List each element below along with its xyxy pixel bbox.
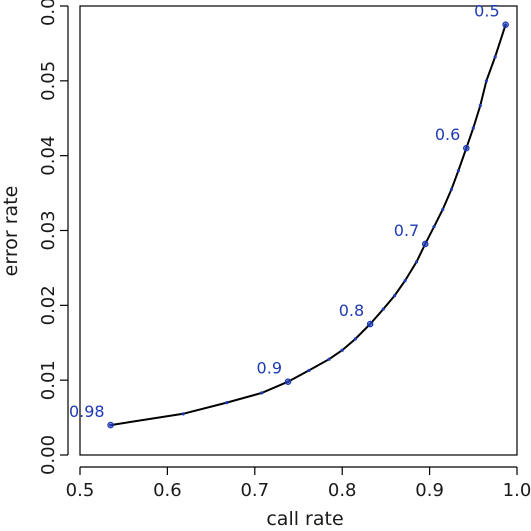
x-axis-label: call rate bbox=[266, 508, 343, 530]
y-tick-label: 0.06 bbox=[38, 0, 59, 26]
data-point bbox=[478, 103, 482, 108]
data-point bbox=[471, 126, 475, 130]
data-point bbox=[327, 357, 331, 361]
data-point bbox=[464, 146, 468, 150]
data-point bbox=[449, 187, 454, 191]
data-point bbox=[225, 401, 229, 405]
x-tick-label: 0.6 bbox=[153, 480, 182, 501]
y-tick-label: 0.05 bbox=[38, 61, 59, 101]
annotated-point bbox=[107, 421, 114, 429]
point-annotation: 0.8 bbox=[339, 301, 364, 320]
data-point bbox=[504, 23, 508, 27]
x-tick-label: 0.9 bbox=[415, 480, 444, 501]
y-tick-label: 0.00 bbox=[38, 435, 59, 475]
data-point bbox=[414, 260, 419, 264]
data-point bbox=[381, 307, 385, 311]
point-annotation: 0.6 bbox=[435, 125, 460, 144]
data-point bbox=[340, 348, 344, 352]
data-point bbox=[493, 55, 497, 59]
data-point bbox=[441, 207, 445, 212]
data-point bbox=[432, 225, 436, 229]
data-point bbox=[423, 242, 427, 246]
point-annotation: 0.9 bbox=[257, 359, 282, 378]
y-tick-label: 0.04 bbox=[38, 136, 59, 176]
data-point bbox=[181, 412, 185, 416]
annotated-point bbox=[502, 21, 509, 29]
data-point bbox=[108, 423, 113, 427]
y-axis-label: error rate bbox=[0, 186, 22, 277]
annotated-point bbox=[284, 378, 292, 385]
x-tick-label: 1.0 bbox=[503, 480, 531, 501]
data-point bbox=[456, 169, 461, 173]
plot-frame bbox=[79, 5, 518, 456]
data-point bbox=[368, 322, 372, 326]
data-point bbox=[403, 279, 407, 283]
data-point bbox=[307, 368, 311, 373]
x-tick-label: 0.7 bbox=[240, 480, 269, 501]
y-tick-label: 0.03 bbox=[38, 210, 59, 250]
point-annotation: 0.5 bbox=[474, 2, 499, 21]
annotated-point bbox=[421, 240, 429, 248]
data-point bbox=[286, 380, 290, 384]
annotated-point bbox=[366, 320, 374, 328]
point-annotation: 0.98 bbox=[69, 402, 105, 421]
series-line bbox=[110, 24, 507, 427]
x-tick-label: 0.5 bbox=[66, 480, 95, 501]
data-point bbox=[260, 391, 264, 395]
plot-area: 0.98 0.9 0.8 0.7 0.6 0.5 bbox=[69, 2, 509, 429]
y-tick-label: 0.02 bbox=[38, 285, 59, 325]
data-point bbox=[484, 79, 489, 83]
annotated-point bbox=[463, 144, 470, 152]
x-tick-label: 0.8 bbox=[328, 480, 357, 501]
point-annotation: 0.7 bbox=[394, 221, 419, 240]
axes: 0.5 0.6 0.7 0.8 0.9 1.0 0.00 0.01 0.02 0.03 0.04 0.… bbox=[38, 0, 531, 501]
data-point bbox=[393, 294, 397, 298]
data-point bbox=[353, 337, 357, 341]
y-tick-label: 0.01 bbox=[38, 360, 59, 400]
